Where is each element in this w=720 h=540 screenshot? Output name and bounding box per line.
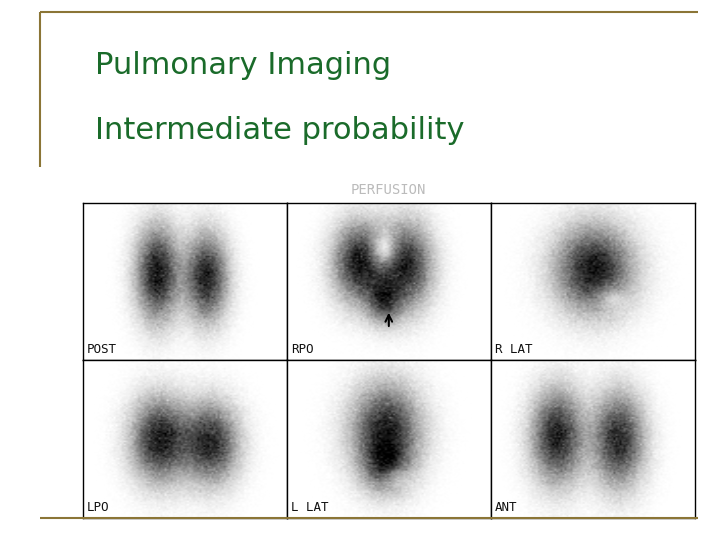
Text: ANT: ANT xyxy=(495,501,518,514)
Text: R LAT: R LAT xyxy=(495,343,532,356)
Text: POST: POST xyxy=(87,343,117,356)
Text: RPO: RPO xyxy=(291,343,313,356)
Text: Intermediate probability: Intermediate probability xyxy=(95,116,464,145)
Text: PERFUSION: PERFUSION xyxy=(351,184,426,197)
Text: LPO: LPO xyxy=(87,501,109,514)
Text: L LAT: L LAT xyxy=(291,501,328,514)
Text: Pulmonary Imaging: Pulmonary Imaging xyxy=(95,51,391,80)
